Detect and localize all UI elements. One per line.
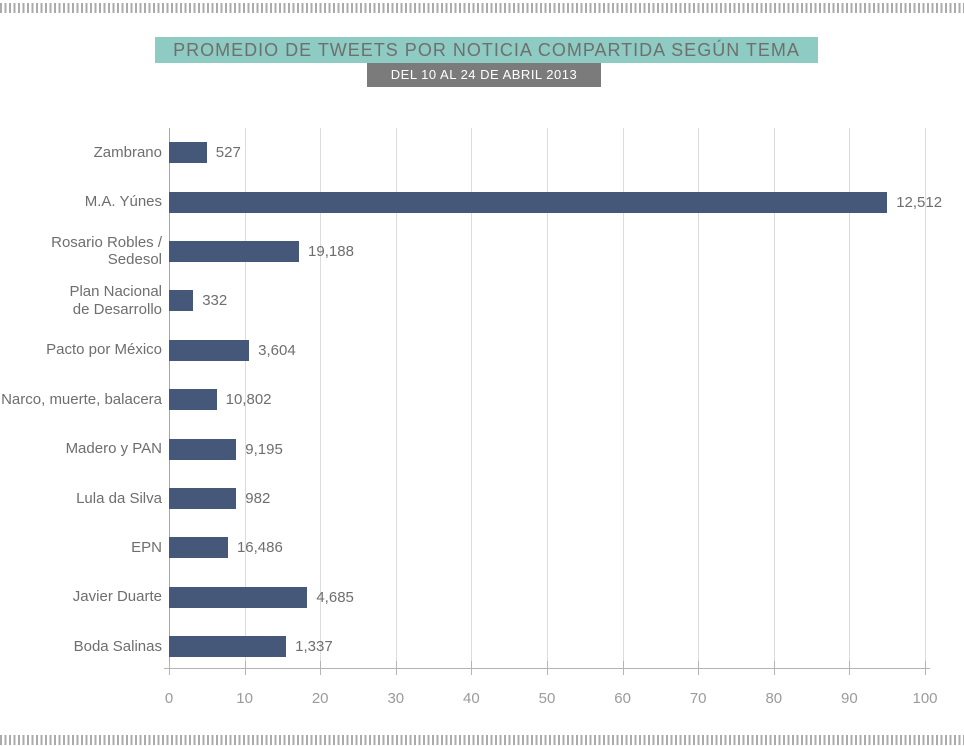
- axis-tick-label: 40: [463, 690, 480, 707]
- bar-track: 10,802: [169, 389, 925, 411]
- axis-tick: [169, 661, 170, 675]
- bar-row: EPN 16,486: [0, 523, 964, 572]
- bar-track: 3,604: [169, 339, 925, 361]
- value-label: 12,512: [896, 193, 943, 211]
- bar-row: Rosario Robles / Sedesol 19,188: [0, 227, 964, 276]
- axis-tick-label: 90: [841, 690, 858, 707]
- x-axis: 0 10 20 30 40 50 60 70 80 90 100: [164, 661, 938, 713]
- bar-track: 1,337: [169, 636, 925, 658]
- bar-track: 4,685: [169, 586, 925, 608]
- value-label: 19,188: [308, 242, 354, 260]
- axis-tick: [773, 661, 775, 675]
- gridline: [320, 128, 322, 668]
- axis-tick-label: 50: [538, 690, 556, 707]
- axis-tick: [395, 661, 397, 675]
- axis-tick-label: 30: [387, 690, 405, 707]
- category-label: Narco, muerte, balacera: [1, 390, 162, 408]
- gridline: [471, 128, 473, 668]
- bar-row: Lula da Silva 982: [0, 474, 964, 523]
- axis-tick: [849, 661, 851, 675]
- bar-row: Boda Salinas 1,337: [0, 622, 964, 671]
- chart-title: PROMEDIO DE TWEETS POR NOTICIA COMPARTID…: [155, 37, 818, 63]
- gridline: [622, 128, 624, 668]
- gridline: [773, 128, 775, 668]
- bar-track: 527: [169, 142, 925, 164]
- axis-tick: [547, 661, 548, 675]
- x-axis-scale: 0 10 20 30 40 50 60 70 80 90 100: [165, 661, 938, 713]
- value-label: 9,195: [245, 440, 283, 458]
- bar: [169, 586, 308, 608]
- value-label: 332: [202, 292, 228, 310]
- bar: [169, 240, 300, 262]
- value-label: 4,685: [316, 588, 354, 606]
- axis-tick: [925, 661, 926, 675]
- bar-row: Narco, muerte, balacera 10,802: [0, 375, 964, 424]
- bar-rows: Zambrano 527 M.A. Yúnes 12,512 Rosario Roble…: [0, 128, 964, 671]
- axis-tick-label: 80: [765, 690, 783, 707]
- axis-tick-label: 100: [912, 690, 938, 707]
- bar: [169, 290, 194, 312]
- category-label: Plan Nacional de Desarrollo: [69, 283, 162, 318]
- category-label: Boda Salinas: [73, 637, 162, 655]
- category-label: EPN: [131, 538, 162, 556]
- gridline: [849, 128, 851, 668]
- bar-track: 19,188: [169, 240, 925, 262]
- category-label: Madero y PAN: [65, 440, 162, 458]
- axis-tick-label: 70: [689, 690, 707, 707]
- bar-row: Javier Duarte 4,685: [0, 573, 964, 622]
- bar-row: Zambrano 527: [0, 128, 964, 177]
- bar-chart: Zambrano 527 M.A. Yúnes 12,512 Rosario Roble…: [0, 128, 964, 738]
- axis-tick-label: 20: [311, 690, 329, 707]
- bar: [169, 487, 237, 509]
- value-label: 16,486: [236, 539, 283, 557]
- bar-track: 16,486: [169, 537, 925, 559]
- bar-row: M.A. Yúnes 12,512: [0, 177, 964, 226]
- bar: [169, 191, 888, 213]
- bar: [169, 389, 217, 411]
- value-label: 527: [215, 144, 241, 162]
- bar-track: 332: [169, 290, 925, 312]
- gridline: [925, 128, 926, 668]
- gridline: [395, 128, 397, 668]
- axis-tick: [698, 661, 700, 675]
- category-label: Rosario Robles / Sedesol: [51, 233, 162, 269]
- decor-bottom-border: [0, 735, 964, 745]
- chart-subtitle: DEL 10 AL 24 DE ABRIL 2013: [367, 63, 601, 87]
- value-label: 982: [245, 489, 271, 507]
- bar-row: Madero y PAN 9,195: [0, 424, 964, 473]
- category-label: Pacto por México: [46, 341, 162, 359]
- bar: [169, 339, 250, 361]
- axis-tick-label: 10: [236, 690, 253, 707]
- axis-tick: [320, 661, 322, 675]
- category-label: Zambrano: [93, 143, 162, 161]
- bar: [169, 636, 287, 658]
- bar: [169, 438, 237, 460]
- value-label: 10,802: [225, 391, 272, 409]
- bar-row: Plan Nacional de Desarrollo 332: [0, 276, 964, 325]
- category-label: Lula da Silva: [76, 489, 162, 507]
- value-label: 1,337: [295, 638, 333, 656]
- bar: [169, 142, 207, 164]
- gridline: [244, 128, 246, 668]
- decor-top-border: [0, 3, 964, 13]
- axis-tick: [471, 661, 473, 675]
- axis-tick-label: 0: [164, 690, 174, 707]
- gridline: [547, 128, 548, 668]
- axis-tick: [622, 661, 624, 675]
- bar-track: 9,195: [169, 438, 925, 460]
- gridline: [698, 128, 700, 668]
- bar-row: Pacto por México 3,604: [0, 326, 964, 375]
- bar-track: 982: [169, 487, 925, 509]
- category-label: M.A. Yúnes: [84, 193, 162, 211]
- bar: [169, 537, 228, 559]
- axis-tick-label: 60: [614, 690, 631, 707]
- axis-tick: [244, 661, 246, 675]
- category-label: Javier Duarte: [72, 588, 162, 606]
- bar-track: 12,512: [169, 191, 942, 213]
- value-label: 3,604: [258, 341, 296, 359]
